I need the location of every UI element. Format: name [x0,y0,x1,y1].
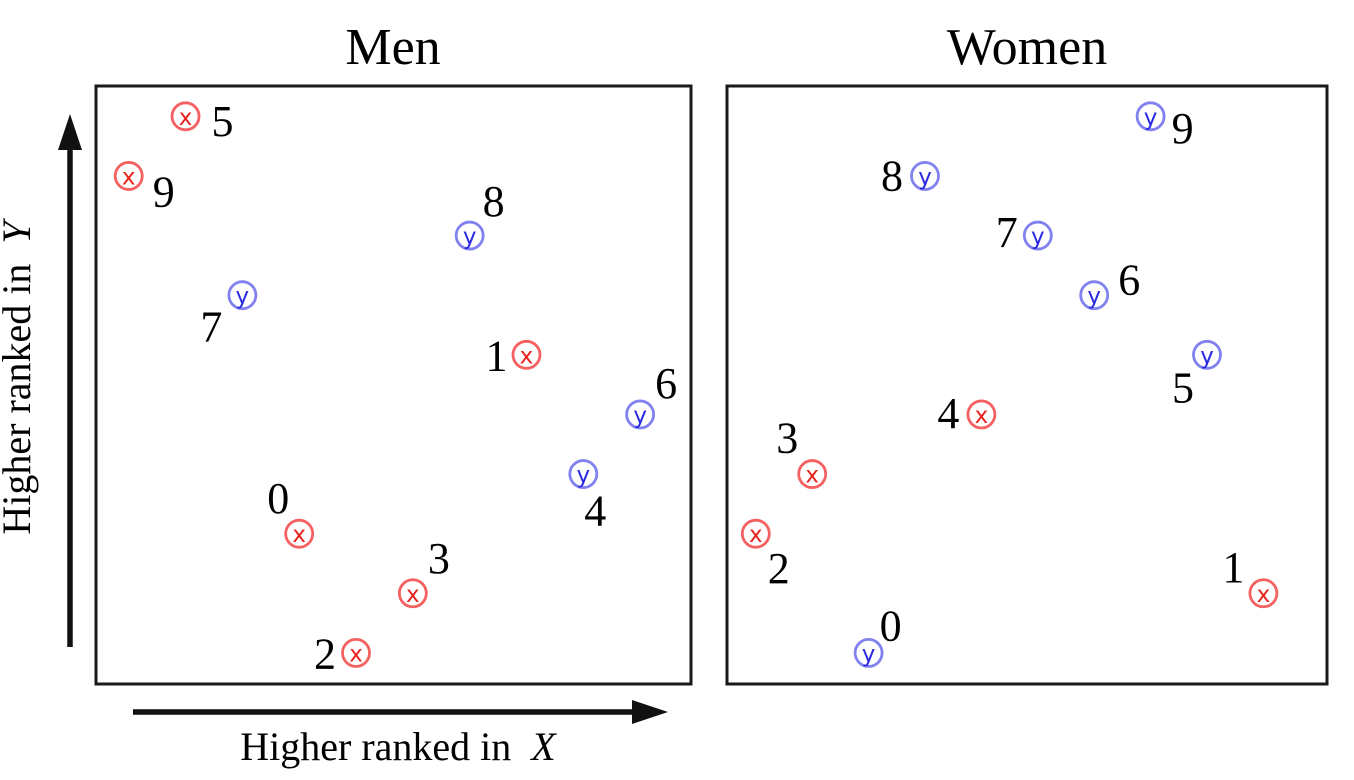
y-axis-label-text: Higher ranked in [0,264,39,535]
y-axis-label: Higher ranked in Y [0,218,39,535]
women-point-7: y7 [996,208,1053,257]
women-point-label-4: 4 [937,389,959,438]
y-axis-arrow [58,114,82,647]
women-point-label-9: 9 [1172,104,1194,153]
men-point-7: y7 [200,280,258,352]
y-axis-label-variable: Y [0,218,39,244]
men-point-label-8: 8 [483,177,505,226]
x-marker-circle-icon [740,518,771,549]
y-marker-circle-icon [454,220,485,251]
y-marker-circle-icon [227,280,258,311]
men-point-label-2: 2 [314,629,336,678]
men-point-4: y4 [568,459,606,536]
men-point-1: x1 [485,331,542,380]
marker-letter-x: x [749,522,763,548]
men-point-8: y8 [454,177,505,251]
marker-letter-x: x [292,522,306,548]
women-point-5: y5 [1172,339,1222,412]
women-point-8: y8 [881,151,940,200]
women-point-label-2: 2 [768,544,790,593]
marker-letter-x: x [406,582,420,608]
women-point-label-0: 0 [880,601,902,650]
y-marker-circle-icon [1135,101,1166,132]
men-point-0: x0 [267,474,315,549]
marker-letter-x: x [1257,582,1271,608]
men-point-label-3: 3 [428,534,450,583]
x-marker-circle-icon [341,638,371,668]
x-axis-arrow [133,700,668,724]
x-axis-label-variable: X [529,724,557,769]
men-point-label-0: 0 [267,474,289,523]
marker-letter-y: y [576,463,590,489]
women-point-label-6: 6 [1118,256,1140,305]
men-point-label-6: 6 [655,359,677,408]
x-axis-label: Higher ranked in X [240,724,557,769]
x-marker-circle-icon [966,399,997,430]
women-point-label-7: 7 [996,208,1018,257]
women-panel-title: Women [947,19,1107,76]
x-marker-circle-icon [797,459,828,489]
x-marker-circle-icon [113,161,144,191]
women-point-label-3: 3 [776,414,798,463]
marker-letter-y: y [1087,284,1101,310]
women-point-2: x2 [740,518,790,593]
men-point-label-9: 9 [153,167,175,216]
marker-letter-x: x [805,463,819,489]
y-marker-circle-icon [853,638,884,668]
marker-letter-y: y [1031,224,1045,250]
y-marker-circle-icon [1022,220,1053,251]
marker-letter-x: x [975,403,989,429]
x-axis-arrowhead-icon [632,700,668,724]
marker-letter-y: y [236,284,250,310]
women-point-4: x4 [937,389,997,438]
men-panel-frame [94,84,693,686]
women-point-1: x1 [1222,543,1279,609]
marker-letter-y: y [918,164,932,190]
marker-letter-y: y [1144,105,1158,131]
x-marker-circle-icon [511,339,542,370]
marker-letter-y: y [1200,343,1214,369]
men-point-3: x3 [397,534,450,609]
marker-letter-y: y [463,224,477,250]
y-marker-circle-icon [625,399,656,430]
marker-letter-x: x [122,164,136,190]
y-marker-circle-icon [568,459,599,489]
women-point-label-8: 8 [881,151,903,200]
marker-letter-x: x [349,641,363,667]
women-point-label-1: 1 [1222,543,1244,592]
men-point-label-7: 7 [200,303,222,352]
marker-letter-x: x [520,343,534,369]
y-marker-circle-icon [1192,339,1222,370]
x-marker-circle-icon [397,578,428,609]
women-point-0: y0 [853,601,902,668]
men-point-label-1: 1 [485,331,507,380]
men-panel-title: Men [345,19,440,76]
marker-letter-y: y [633,403,647,429]
men-point-2: x2 [314,629,371,678]
y-marker-circle-icon [910,161,940,191]
women-panel-frame [725,84,1329,686]
x-axis-label-text: Higher ranked in [240,724,511,769]
men-point-label-5: 5 [212,97,234,146]
marker-letter-y: y [862,641,876,667]
women-point-3: x3 [776,414,828,489]
men-point-6: y6 [625,359,677,430]
x-marker-circle-icon [170,101,201,132]
y-axis-arrowhead-icon [58,114,82,150]
x-marker-circle-icon [284,518,315,549]
men-point-label-4: 4 [584,487,606,536]
women-point-label-5: 5 [1172,363,1194,412]
marker-letter-x: x [179,105,193,131]
y-marker-circle-icon [1079,280,1110,311]
x-marker-circle-icon [1248,578,1279,609]
